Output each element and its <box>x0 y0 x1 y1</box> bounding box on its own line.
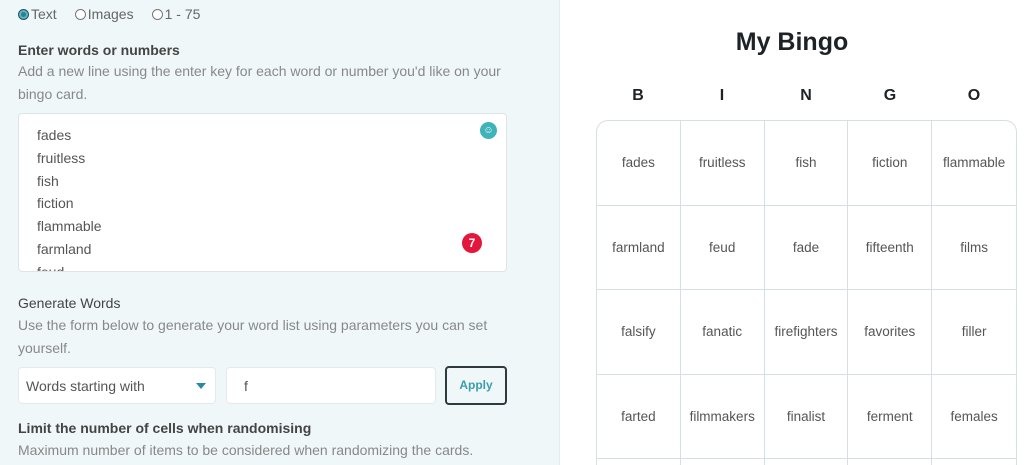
bingo-cell[interactable]: fiction <box>848 121 933 206</box>
word-line: flammable <box>37 218 102 235</box>
bingo-cell[interactable]: filler <box>932 290 1016 375</box>
column-header-n: N <box>800 87 812 104</box>
bingo-cell[interactable]: fade <box>764 205 849 290</box>
radio-indicator[interactable] <box>18 8 29 20</box>
bingo-cell[interactable]: females <box>932 375 1016 459</box>
mode-radio-group: Text Images 1 - 75 <box>18 6 200 22</box>
bingo-cell[interactable]: films <box>932 206 1016 290</box>
generate-type-select[interactable]: Words starting with <box>18 367 216 404</box>
limit-description: Maximum number of items to be considered… <box>18 442 474 458</box>
bingo-cell[interactable]: firefighters <box>764 290 849 375</box>
bingo-cell[interactable] <box>932 459 1016 465</box>
bingo-cell[interactable]: fades <box>597 121 681 206</box>
word-line: feud <box>37 263 65 272</box>
apply-button[interactable]: Apply <box>445 366 507 405</box>
bingo-cell[interactable] <box>848 459 933 465</box>
bingo-cell[interactable]: farted <box>597 374 681 459</box>
bingo-cell[interactable]: fifteenth <box>848 205 933 290</box>
column-header-g: G <box>883 87 897 104</box>
smiley-icon[interactable]: ☺ <box>480 122 497 139</box>
bingo-cell[interactable]: feud <box>680 205 765 290</box>
word-line: fiction <box>37 195 74 212</box>
bingo-cell[interactable]: fanatic <box>680 290 765 375</box>
bingo-cell[interactable]: filmmakers <box>680 374 765 459</box>
generate-letter-input[interactable]: f <box>226 367 436 404</box>
bingo-grid: fades fruitless fish fiction flammable farmla… <box>596 120 1017 465</box>
bingo-cell[interactable]: falsify <box>597 290 681 375</box>
word-line: fades <box>37 127 72 143</box>
bingo-cell[interactable] <box>765 459 849 465</box>
words-textarea[interactable]: fades fruitless fish fiction flammable f… <box>18 113 507 272</box>
limit-label: Limit the number of cells when randomisi… <box>18 420 312 436</box>
radio-numbers[interactable]: 1 - 75 <box>151 6 200 22</box>
bingo-cell[interactable] <box>597 459 681 465</box>
settings-panel: Text Images 1 - 75 Enter words or number… <box>0 0 560 465</box>
generate-description: Use the form below to generate your word… <box>18 317 488 356</box>
word-line: fruitless <box>37 149 86 166</box>
bingo-cell[interactable]: farmland <box>597 205 681 290</box>
chevron-down-icon <box>196 383 206 389</box>
column-header-o: O <box>967 87 981 104</box>
radio-indicator[interactable] <box>151 8 163 20</box>
radio-text[interactable]: Text <box>18 6 57 22</box>
bingo-cell[interactable]: flammable <box>932 121 1016 206</box>
radio-indicator[interactable] <box>74 8 86 20</box>
words-label: Enter words or numbers <box>18 42 180 58</box>
bingo-cell[interactable] <box>681 459 765 465</box>
words-description: Add a new line using the enter key for e… <box>18 63 501 102</box>
bingo-cell[interactable]: finalist <box>764 374 849 459</box>
word-line: farmland <box>37 240 92 257</box>
radio-images[interactable]: Images <box>74 6 134 22</box>
bingo-cell[interactable]: fish <box>764 121 849 206</box>
generate-label: Generate Words <box>18 295 121 311</box>
bingo-cell[interactable]: favorites <box>848 290 933 375</box>
bingo-cell[interactable]: fruitless <box>680 121 765 206</box>
column-header-b: B <box>632 87 644 104</box>
bingo-cell[interactable]: ferment <box>848 374 933 459</box>
column-header-i: I <box>719 87 725 104</box>
word-line: fish <box>37 172 59 189</box>
card-title: My Bingo <box>735 28 849 56</box>
word-count-badge: 7 <box>462 233 482 253</box>
